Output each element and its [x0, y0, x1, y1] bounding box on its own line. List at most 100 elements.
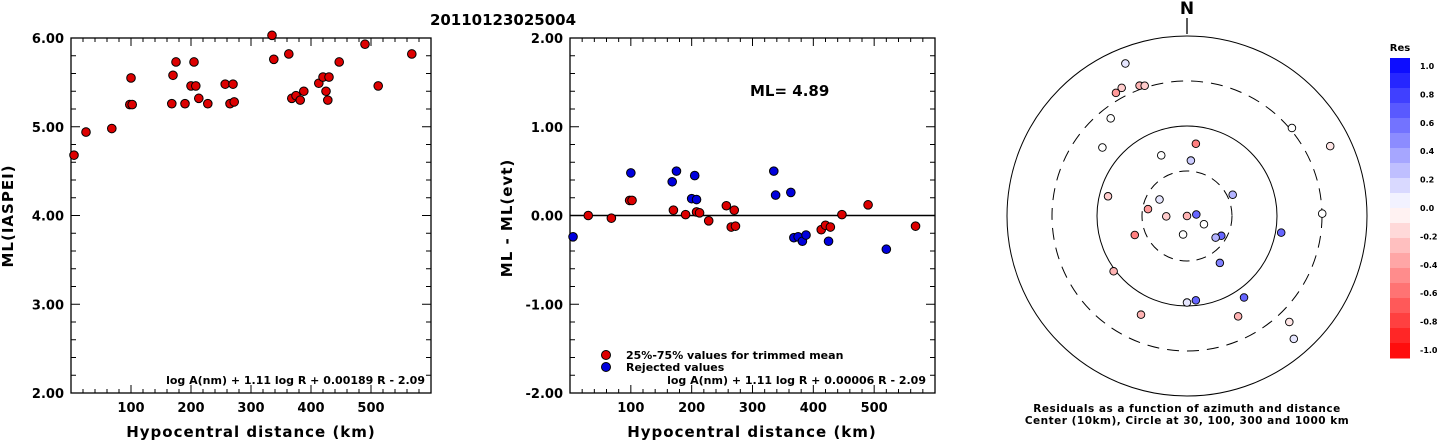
- polar-data-point: [1178, 230, 1188, 239]
- polar-data-point: [1109, 267, 1118, 276]
- left-x-tick-label: 200: [177, 401, 204, 416]
- left-data-point: [228, 79, 238, 89]
- polar-data-point: [1130, 230, 1140, 240]
- left-data-point: [189, 57, 199, 67]
- colorbar-band: [1390, 73, 1410, 89]
- left-plot-frame: [70, 37, 432, 394]
- colorbar-band: [1390, 118, 1410, 134]
- middle-data-point: [721, 200, 732, 211]
- middle-data-point: [680, 209, 691, 220]
- middle-data-point: [694, 208, 705, 218]
- left-data-point: [191, 81, 201, 91]
- polar-data-point: [1191, 139, 1201, 149]
- polar-data-point: [1121, 59, 1130, 68]
- left-x-tick-label: 500: [357, 401, 384, 416]
- polar-caption-line1: Residuals as a function of azimuth and d…: [1033, 403, 1340, 415]
- left-data-point: [323, 95, 333, 105]
- left-data-point: [126, 73, 136, 83]
- middle-data-point: [770, 190, 781, 200]
- polar-data-point: [1186, 156, 1196, 165]
- polar-data-point: [1211, 233, 1220, 242]
- polar-caption-line2: Center (10km), Circle at 30, 100, 300 an…: [1025, 415, 1349, 427]
- left-data-points: [69, 30, 417, 160]
- polar-data-point: [1162, 212, 1171, 221]
- colorbar-label: -1.0: [1420, 346, 1437, 355]
- left-y-ticks: 2.00 3.00 4.00 5.00 6.00: [32, 32, 431, 402]
- left-x-axis-label: Hypocentral distance (km): [126, 423, 376, 441]
- middle-data-points: [568, 166, 921, 255]
- middle-x-axis-label: Hypocentral distance (km): [627, 423, 877, 441]
- legend-marker-trimmed: [601, 350, 611, 360]
- colorbar-band: [1390, 103, 1410, 119]
- left-data-point: [194, 93, 204, 104]
- colorbar-label: 0.4: [1420, 147, 1435, 156]
- page-title: 20110123025004: [430, 11, 576, 29]
- middle-y-tick-label: -2.00: [526, 387, 563, 402]
- polar-data-point: [1098, 143, 1107, 152]
- colorbar-title: Res: [1390, 43, 1410, 54]
- polar-data-point: [1287, 123, 1297, 133]
- colorbar-band: [1390, 283, 1410, 299]
- left-y-tick-label: 2.00: [32, 387, 64, 402]
- left-x-ticks: 100 200 300 400 500: [82, 38, 420, 416]
- polar-data-point: [1239, 293, 1249, 302]
- colorbar-band: [1390, 298, 1410, 314]
- north-label: N: [1180, 0, 1194, 19]
- polar-data-point: [1103, 192, 1113, 201]
- middle-x-ticks: 100 200 300 400 500: [581, 38, 924, 416]
- left-data-point: [81, 127, 91, 137]
- left-data-point: [107, 123, 117, 134]
- middle-x-tick-label: 200: [678, 401, 705, 416]
- colorbar-band: [1390, 58, 1410, 74]
- colorbar-label: 0.6: [1420, 119, 1435, 128]
- polar-data-point: [1192, 210, 1201, 219]
- colorbar: Res 1.0 0.8 0.6 0.4 0.2 0.0 -0.2 -0.4 -0.6 -0.8 -1…: [1390, 43, 1437, 359]
- polar-data-point: [1191, 296, 1201, 305]
- polar-data-point: [1136, 310, 1146, 319]
- left-data-point: [321, 86, 331, 97]
- polar-data-point: [1140, 81, 1149, 90]
- middle-data-point: [786, 187, 796, 198]
- polar-data-point: [1143, 204, 1153, 214]
- middle-data-point: [730, 221, 741, 231]
- polar-data-point: [1182, 211, 1192, 221]
- polar-data-points: [1098, 59, 1335, 344]
- left-x-tick-label: 100: [117, 401, 144, 416]
- left-data-point: [229, 97, 239, 107]
- middle-y-tick-label: -1.00: [526, 298, 563, 313]
- colorbar-label: -0.4: [1420, 261, 1437, 270]
- colorbar-band: [1390, 238, 1410, 254]
- colorbar-band: [1390, 208, 1410, 224]
- polar-data-point: [1156, 151, 1166, 160]
- colorbar-band: [1390, 148, 1410, 164]
- colorbar-label: 0.0: [1420, 204, 1435, 213]
- polar-data-point: [1199, 220, 1209, 229]
- middle-x-tick-label: 300: [739, 401, 766, 416]
- colorbar-band: [1390, 178, 1410, 194]
- polar-data-point: [1117, 83, 1126, 93]
- middle-data-point: [823, 236, 834, 247]
- colorbar-label: 0.2: [1420, 176, 1434, 185]
- middle-y-tick-label: 1.00: [531, 121, 563, 136]
- left-data-point: [168, 70, 178, 81]
- middle-x-tick-label: 400: [800, 401, 827, 416]
- left-data-point: [334, 57, 345, 67]
- colorbar-band: [1390, 328, 1410, 344]
- left-data-point: [69, 150, 79, 160]
- left-data-point: [267, 30, 277, 41]
- colorbar-label: -0.2: [1420, 232, 1437, 241]
- left-data-point: [171, 57, 181, 67]
- middle-data-point: [881, 244, 892, 255]
- middle-formula: log A(nm) + 1.11 log R + 0.00006 R - 2.0…: [667, 374, 926, 387]
- left-data-point: [295, 95, 306, 105]
- middle-data-point: [671, 166, 682, 176]
- ring-30km: [1141, 170, 1233, 262]
- middle-data-point: [568, 232, 578, 242]
- ring-1000km: [1006, 35, 1368, 397]
- polar-data-point: [1317, 209, 1327, 218]
- middle-y-ticks: -2.00 -1.00 0.00 1.00 2.00: [526, 32, 935, 402]
- left-data-point: [360, 39, 370, 50]
- colorbar-labels: 1.0 0.8 0.6 0.4 0.2 0.0 -0.2 -0.4 -0.6 -0.8 -1.0: [1420, 62, 1437, 355]
- middle-data-point: [837, 209, 847, 220]
